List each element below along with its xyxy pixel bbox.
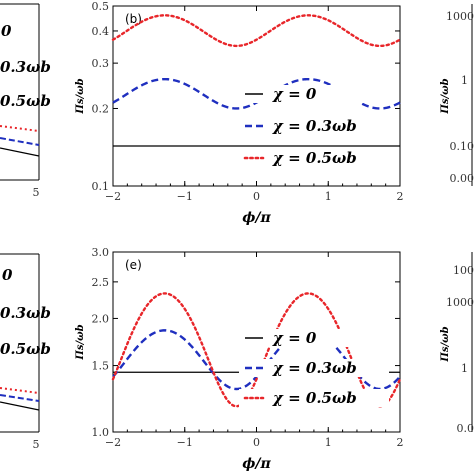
left-bottom-legend-1: 0.3ωb <box>0 304 51 322</box>
x-tick-label: −1 <box>177 190 193 203</box>
legend-label: χ = 0.5ωb <box>272 149 357 167</box>
x-tick-label: −2 <box>105 436 121 449</box>
right-top-ytick-2: 0.10 <box>450 140 474 153</box>
left-top-red-line <box>0 125 40 132</box>
x-tick-label: −1 <box>177 436 193 449</box>
y-tick-label: 0.3 <box>92 57 110 70</box>
right-bottom-fragment: 100 1000 1 0.0 Πs/ωb <box>440 252 474 435</box>
left-bottom-legend-2: 0.5ωb <box>0 340 51 358</box>
right-bottom-ytick-0: 100 <box>453 264 474 277</box>
left-top-legend-1: 0.3ωb <box>0 58 51 76</box>
legend-bg <box>239 359 389 377</box>
right-top-ytick-3: 0.00 <box>450 172 474 185</box>
x-tick-label: 2 <box>397 436 404 449</box>
y-tick-label: 3.0 <box>92 246 110 259</box>
panel-b: −2 −1 0 1 2 0.1 0.2 0.3 0.4 0.5 ϕ/π Πs/ωb (b) χ = 0 χ … <box>75 0 404 226</box>
legend-label: χ = 0.3ωb <box>272 117 357 135</box>
right-top-ytick-0: 1000 <box>446 10 474 23</box>
left-bottom-xtick: 5 <box>33 438 40 451</box>
y-tick-label: 1.5 <box>92 360 110 373</box>
left-top-black-line <box>0 147 40 157</box>
y-tick-label: 0.5 <box>92 0 110 13</box>
left-top-blue-line <box>0 137 40 146</box>
legend-label: χ = 0.3ωb <box>272 359 357 377</box>
right-top-fragment: 1000 1 0.10 0.00 Πs/ωb <box>440 4 474 186</box>
panel-label: (e) <box>125 258 142 272</box>
left-top-legend-0: 0 <box>1 22 12 40</box>
right-bottom-ytick-2: 1 <box>461 362 468 375</box>
legend-bg <box>239 149 389 167</box>
y-axis-label: Πs/ωb <box>75 324 86 360</box>
y-tick-label: 0.4 <box>92 25 110 38</box>
y-axis-label: Πs/ωb <box>75 78 86 114</box>
x-tick-label: 0 <box>253 190 260 203</box>
legend-label: χ = 0.5ωb <box>272 389 357 407</box>
left-top-legend-2: 0.5ωb <box>0 92 51 110</box>
y-tick-label: 2.0 <box>92 312 110 325</box>
legend-bg <box>239 85 389 103</box>
right-top-ylabel: Πs/ωb <box>440 78 451 114</box>
y-tick-label: 1.0 <box>92 426 110 439</box>
y-tick-label: 2.5 <box>92 276 110 289</box>
left-bottom-legend-0: 0 <box>2 266 13 284</box>
left-bottom-fragment: 0 0.3ωb 0.5ωb 5 <box>0 253 51 451</box>
right-top-ytick-1: 1 <box>461 74 468 87</box>
left-bottom-blue-line <box>0 394 40 402</box>
left-bottom-red-line <box>0 387 40 394</box>
x-tick-label: 0 <box>253 436 260 449</box>
legend-label: χ = 0 <box>272 85 317 103</box>
y-tick-label: 0.1 <box>92 180 110 193</box>
x-tick-label: 1 <box>325 190 332 203</box>
x-tick-label: −2 <box>105 190 121 203</box>
panel-e: −2 −1 0 1 2 1.0 1.5 2.0 2.5 3.0 ϕ/π Πs/ωb (e) χ = 0 χ … <box>75 246 404 472</box>
legend-bg <box>239 329 389 347</box>
panel-label: (b) <box>125 12 142 26</box>
left-top-fragment: 0 0.3ωb 0.5ωb 5 <box>0 3 51 199</box>
x-tick-label: 2 <box>397 190 404 203</box>
x-axis-label: ϕ/π <box>242 210 271 226</box>
left-bottom-black-line <box>0 401 40 411</box>
right-bottom-ytick-1: 1000 <box>446 296 474 309</box>
right-bottom-ylabel: Πs/ωb <box>440 326 451 362</box>
series-line-2 <box>111 14 402 48</box>
legend-label: χ = 0 <box>272 329 317 347</box>
right-bottom-ytick-3: 0.0 <box>457 422 474 435</box>
left-top-xtick: 5 <box>33 186 40 199</box>
x-axis-label: ϕ/π <box>242 456 271 472</box>
x-tick-label: 1 <box>325 436 332 449</box>
legend-bg <box>239 117 389 135</box>
legend-bg <box>239 389 389 407</box>
y-tick-label: 0.2 <box>92 102 110 115</box>
